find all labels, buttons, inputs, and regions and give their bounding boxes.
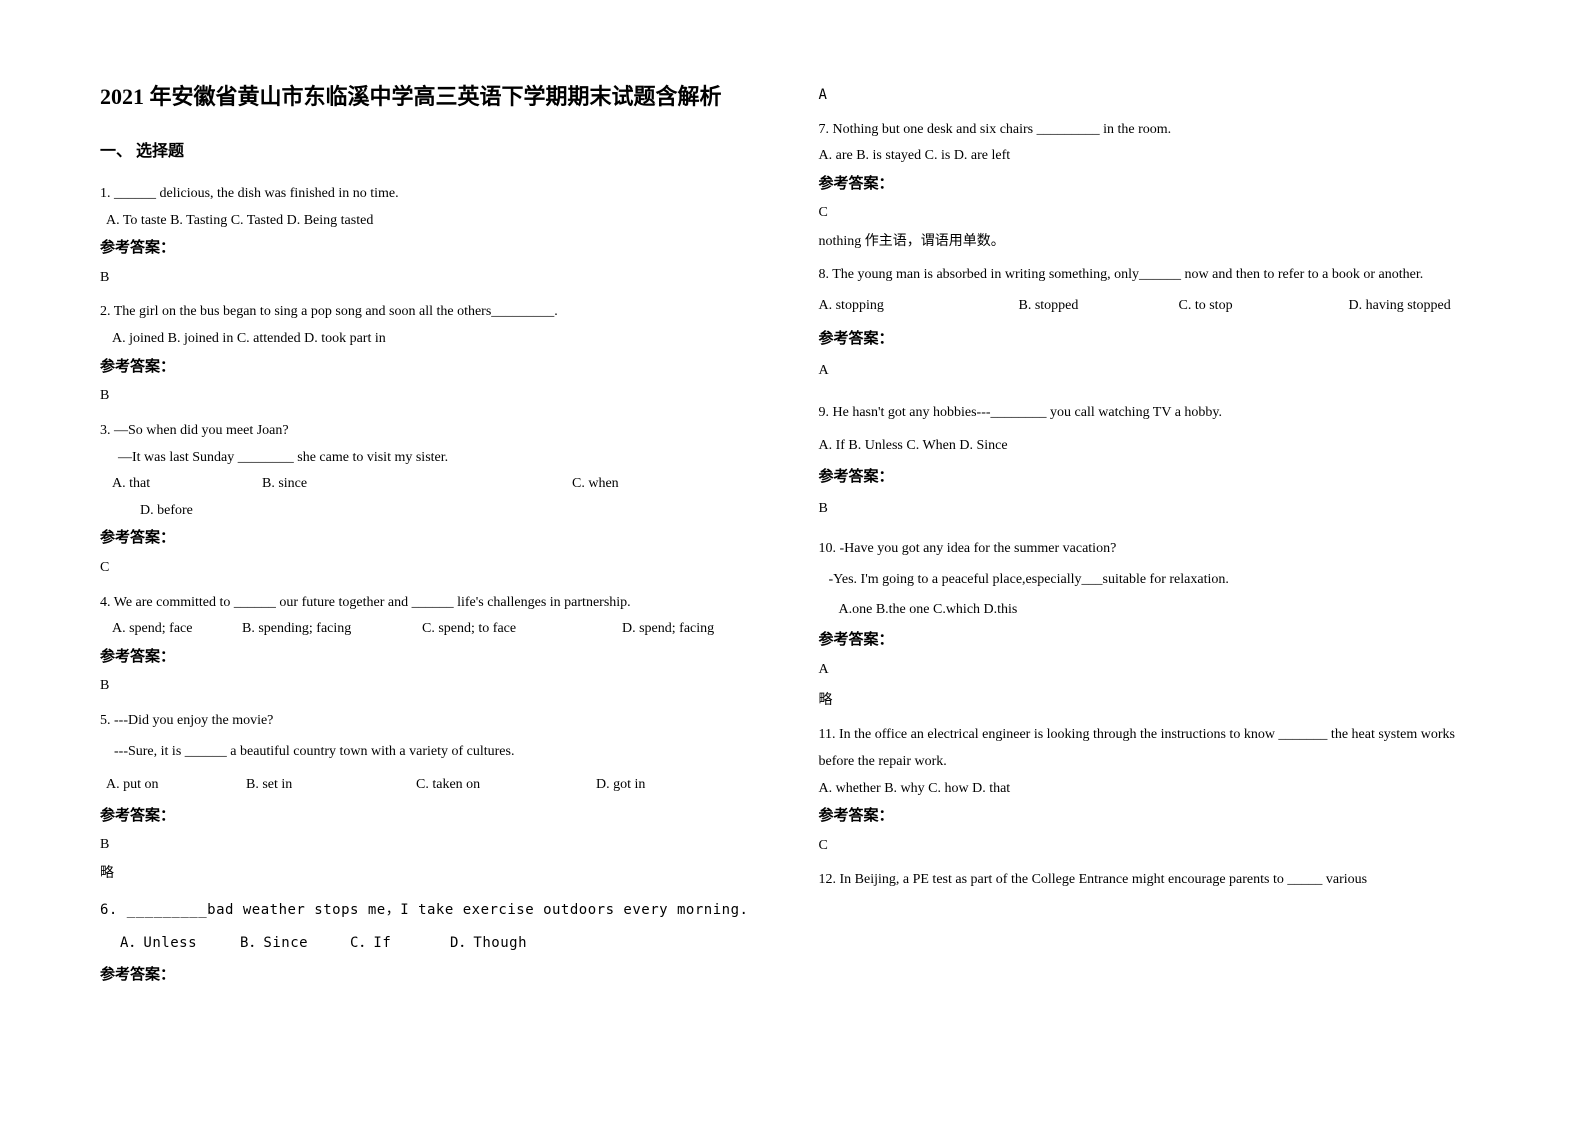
question-8: 8. The young man is absorbed in writing …: [819, 262, 1488, 390]
q4-optA: A. spend; face: [112, 616, 242, 643]
question-4: 4. We are committed to ______ our future…: [100, 590, 769, 702]
answer-label: 参考答案：: [100, 234, 769, 263]
q5-note: 略: [100, 861, 769, 888]
q8-optC: C. to stop: [1179, 288, 1349, 324]
q9-stem: 9. He hasn't got any hobbies---________ …: [819, 396, 1488, 430]
q7-note: nothing 作主语，谓语用单数。: [819, 229, 1488, 256]
answer-label: 参考答案：: [819, 802, 1488, 831]
q5-answer: B: [100, 830, 769, 861]
q4-options: A. spend; face B. spending; facing C. sp…: [100, 616, 769, 643]
q3-optA: A. that: [112, 471, 262, 498]
answer-label: 参考答案：: [100, 961, 769, 990]
q11-answer: C: [819, 831, 1488, 862]
q6-optA: A．Unless: [120, 927, 240, 961]
q8-answer: A: [819, 353, 1488, 389]
q5-options: A. put on B. set in C. taken on D. got i…: [100, 768, 769, 802]
question-9: 9. He hasn't got any hobbies---________ …: [819, 396, 1488, 528]
q5-optD: D. got in: [596, 768, 645, 802]
question-11: 11. In the office an electrical engineer…: [819, 722, 1488, 861]
q6-optD: D．Though: [450, 927, 527, 961]
q4-answer: B: [100, 671, 769, 702]
q2-options: A. joined B. joined in C. attended D. to…: [100, 326, 769, 353]
answer-label: 参考答案：: [819, 170, 1488, 199]
q10-note: 略: [819, 686, 1488, 717]
right-column: A 7. Nothing but one desk and six chairs…: [819, 80, 1488, 1082]
q4-optD: D. spend; facing: [622, 616, 714, 643]
q5-stem2: ---Sure, it is ______ a beautiful countr…: [100, 735, 769, 769]
q8-optB: B. stopped: [1019, 288, 1179, 324]
q3-stem2: —It was last Sunday ________ she came to…: [100, 445, 769, 472]
q10-options: A.one B.the one C.which D.this: [819, 595, 1488, 626]
q6-optC: C．If: [350, 927, 450, 961]
q3-stem1: 3. —So when did you meet Joan?: [100, 418, 769, 445]
q6-stem: 6. _________bad weather stops me，I take …: [100, 894, 769, 928]
q6-optB: B．Since: [240, 927, 350, 961]
q1-options: A. To taste B. Tasting C. Tasted D. Bein…: [100, 208, 769, 235]
answer-label: 参考答案：: [819, 626, 1488, 655]
q5-optB: B. set in: [246, 768, 416, 802]
q10-stem1: 10. -Have you got any idea for the summe…: [819, 534, 1488, 565]
q1-answer: B: [100, 263, 769, 294]
q1-stem: 1. ______ delicious, the dish was finish…: [100, 181, 769, 208]
question-1: 1. ______ delicious, the dish was finish…: [100, 181, 769, 293]
question-10: 10. -Have you got any idea for the summe…: [819, 534, 1488, 716]
q4-optC: C. spend; to face: [422, 616, 622, 643]
q3-answer: C: [100, 553, 769, 584]
q6-options: A．Unless B．Since C．If D．Though: [100, 927, 769, 961]
q3-options-row1: A. that B. since C. when: [100, 471, 769, 498]
q6-answer: A: [819, 80, 1488, 111]
answer-label: 参考答案：: [819, 463, 1488, 492]
q2-answer: B: [100, 381, 769, 412]
q5-optA: A. put on: [106, 768, 246, 802]
question-12: 12. In Beijing, a PE test as part of the…: [819, 867, 1488, 894]
section-heading: 一、 选择题: [100, 137, 769, 161]
q8-optD: D. having stopped: [1349, 288, 1451, 324]
question-2: 2. The girl on the bus began to sing a p…: [100, 299, 769, 411]
question-3: 3. —So when did you meet Joan? —It was l…: [100, 418, 769, 584]
q3-optC: C. when: [572, 471, 619, 498]
answer-label: 参考答案：: [100, 643, 769, 672]
q8-optA: A. stopping: [819, 288, 1019, 324]
q9-options: A. If B. Unless C. When D. Since: [819, 429, 1488, 463]
answer-label: 参考答案：: [100, 353, 769, 382]
q5-optC: C. taken on: [416, 768, 596, 802]
answer-label: 参考答案：: [100, 524, 769, 553]
q11-stem: 11. In the office an electrical engineer…: [819, 722, 1488, 775]
q2-stem: 2. The girl on the bus began to sing a p…: [100, 299, 769, 326]
q10-answer: A: [819, 655, 1488, 686]
doc-title: 2021 年安徽省黄山市东临溪中学高三英语下学期期末试题含解析: [100, 80, 769, 113]
q4-optB: B. spending; facing: [242, 616, 422, 643]
q10-stem2: -Yes. I'm going to a peaceful place,espe…: [819, 565, 1488, 596]
answer-label: 参考答案：: [100, 802, 769, 831]
question-5: 5. ---Did you enjoy the movie? ---Sure, …: [100, 708, 769, 888]
q9-answer: B: [819, 491, 1488, 527]
q3-optD: D. before: [100, 498, 769, 525]
left-column: 2021 年安徽省黄山市东临溪中学高三英语下学期期末试题含解析 一、 选择题 1…: [100, 80, 769, 1082]
q4-stem: 4. We are committed to ______ our future…: [100, 590, 769, 617]
question-7: 7. Nothing but one desk and six chairs _…: [819, 117, 1488, 256]
q8-options: A. stopping B. stopped C. to stop D. hav…: [819, 288, 1488, 324]
q7-answer: C: [819, 198, 1488, 229]
q12-stem: 12. In Beijing, a PE test as part of the…: [819, 867, 1488, 894]
q7-options: A. are B. is stayed C. is D. are left: [819, 143, 1488, 170]
question-6: 6. _________bad weather stops me，I take …: [100, 894, 769, 990]
q5-stem1: 5. ---Did you enjoy the movie?: [100, 708, 769, 735]
q8-stem: 8. The young man is absorbed in writing …: [819, 262, 1488, 289]
q7-stem: 7. Nothing but one desk and six chairs _…: [819, 117, 1488, 144]
q3-optB: B. since: [262, 471, 572, 498]
answer-label: 参考答案：: [819, 325, 1488, 354]
q11-options: A. whether B. why C. how D. that: [819, 776, 1488, 803]
